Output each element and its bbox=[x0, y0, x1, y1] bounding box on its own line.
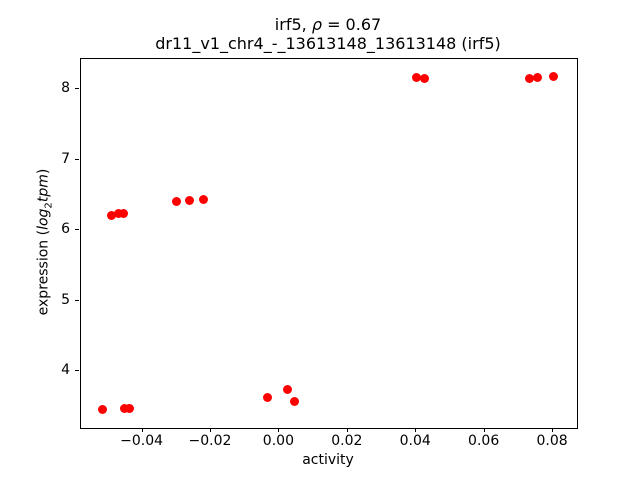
data-point bbox=[412, 72, 422, 82]
x-tick bbox=[278, 428, 280, 432]
y-label-subscript: 2 bbox=[43, 202, 55, 209]
x-tick bbox=[346, 428, 348, 432]
x-tick bbox=[552, 428, 554, 432]
data-point bbox=[98, 405, 108, 415]
data-point bbox=[289, 397, 299, 407]
y-axis-label: expression (log2tpm) bbox=[36, 169, 55, 316]
chart-title: irf5, ρ = 0.67 dr11_v1_chr4_-_13613148_1… bbox=[80, 15, 576, 53]
y-tick bbox=[75, 369, 79, 371]
data-point bbox=[198, 194, 208, 204]
x-axis-label: activity bbox=[302, 452, 354, 468]
data-point bbox=[114, 209, 124, 219]
x-tick-label: 0.06 bbox=[468, 433, 500, 449]
x-tick-label: −0.04 bbox=[120, 433, 164, 449]
y-tick-label: 7 bbox=[61, 150, 70, 167]
x-tick-label: −0.02 bbox=[188, 433, 232, 449]
y-tick bbox=[75, 229, 79, 231]
rho-symbol: ρ bbox=[311, 15, 322, 34]
title-gene-label: irf5, bbox=[274, 15, 307, 34]
plot-area bbox=[80, 58, 578, 429]
y-tick-label: 8 bbox=[61, 80, 70, 97]
y-label-prefix: expression ( bbox=[35, 229, 52, 316]
y-label-log: log bbox=[35, 208, 52, 230]
data-point bbox=[524, 73, 534, 83]
x-tick-label: 0.08 bbox=[536, 433, 568, 449]
data-point bbox=[107, 210, 117, 220]
data-point bbox=[548, 72, 558, 82]
x-tick bbox=[415, 428, 417, 432]
data-point bbox=[171, 196, 181, 206]
data-point bbox=[262, 393, 272, 403]
data-point bbox=[120, 403, 130, 413]
y-label-suffix: ) bbox=[35, 168, 52, 175]
data-point bbox=[184, 196, 194, 206]
y-tick-label: 4 bbox=[61, 361, 70, 378]
chart-title-line1: irf5, ρ = 0.67 bbox=[80, 15, 576, 34]
x-tick-label: 0.04 bbox=[399, 433, 431, 449]
y-tick bbox=[75, 158, 79, 160]
y-label-tpm: tpm bbox=[35, 174, 52, 203]
y-tick bbox=[75, 88, 79, 90]
data-point bbox=[532, 72, 542, 82]
chart-title-line2: dr11_v1_chr4_-_13613148_13613148 (irf5) bbox=[155, 34, 501, 53]
y-tick bbox=[75, 299, 79, 301]
x-tick bbox=[141, 428, 143, 432]
y-tick-label: 6 bbox=[61, 221, 70, 238]
data-point bbox=[282, 384, 292, 394]
x-tick bbox=[209, 428, 211, 432]
x-tick-label: 0.00 bbox=[262, 433, 294, 449]
title-rho-value: = 0.67 bbox=[327, 15, 382, 34]
y-tick-label: 5 bbox=[61, 291, 70, 308]
data-point bbox=[125, 403, 135, 413]
x-tick bbox=[483, 428, 485, 432]
data-point bbox=[419, 73, 429, 83]
data-point bbox=[119, 208, 129, 218]
x-tick-label: 0.02 bbox=[331, 433, 363, 449]
